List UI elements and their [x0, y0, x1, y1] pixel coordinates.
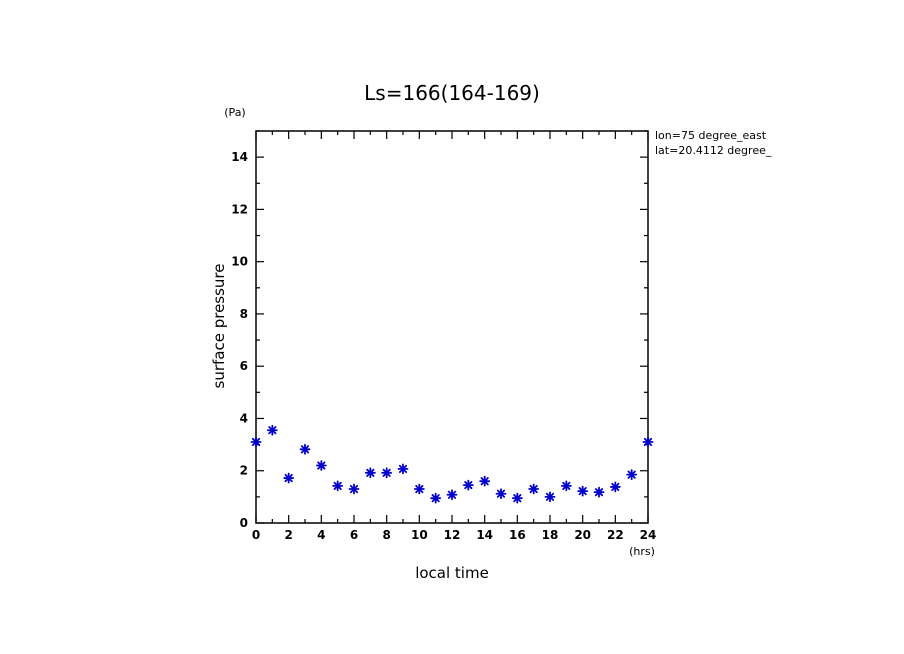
- data-point: [283, 472, 295, 484]
- data-point: [413, 483, 425, 495]
- y-tick-label: 2: [240, 464, 248, 478]
- data-point: [381, 467, 393, 479]
- y-axis-label: surface pressure: [210, 264, 228, 389]
- x-tick-label: 6: [350, 528, 358, 542]
- x-tick-label: 18: [542, 528, 559, 542]
- data-point: [577, 485, 589, 497]
- data-point: [560, 480, 572, 492]
- y-tick-label: 14: [231, 150, 248, 164]
- data-point: [609, 481, 621, 493]
- x-axis-label: local time: [415, 564, 489, 582]
- x-tick-label: 12: [444, 528, 461, 542]
- annotation-lat: lat=20.4112 degree_: [655, 144, 772, 157]
- annotation-lon: lon=75 degree_east: [655, 129, 767, 142]
- data-point: [544, 491, 556, 503]
- x-tick-label: 22: [607, 528, 624, 542]
- data-point: [364, 467, 376, 479]
- y-tick-label: 8: [240, 307, 248, 321]
- data-point: [266, 424, 278, 436]
- x-tick-label: 0: [252, 528, 260, 542]
- x-tick-label: 8: [382, 528, 390, 542]
- y-tick-label: 4: [240, 411, 248, 425]
- data-point: [528, 483, 540, 495]
- data-point: [397, 463, 409, 475]
- x-tick-label: 20: [574, 528, 591, 542]
- data-point: [593, 486, 605, 498]
- data-point: [299, 443, 311, 455]
- y-tick-label: 10: [231, 255, 248, 269]
- data-point: [479, 475, 491, 487]
- data-point: [495, 488, 507, 500]
- x-tick-label: 4: [317, 528, 325, 542]
- x-tick-label: 16: [509, 528, 526, 542]
- axis-ticks: [255, 130, 649, 524]
- data-point: [511, 492, 523, 504]
- x-tick-label: 14: [476, 528, 493, 542]
- y-unit-label: (Pa): [224, 106, 245, 119]
- data-point: [446, 489, 458, 501]
- data-points: [250, 424, 654, 504]
- data-point: [348, 483, 360, 495]
- data-point: [332, 480, 344, 492]
- plot-frame: [255, 130, 649, 524]
- x-unit-label: (hrs): [629, 545, 655, 558]
- y-tick-label: 12: [231, 202, 248, 216]
- data-point: [430, 492, 442, 504]
- x-tick-label: 24: [640, 528, 657, 542]
- y-tick-label: 0: [240, 516, 248, 530]
- chart-title: Ls=166(164-169): [364, 81, 540, 105]
- data-point: [626, 469, 638, 481]
- y-tick-label: 6: [240, 359, 248, 373]
- data-point: [250, 436, 262, 448]
- x-tick-label: 2: [284, 528, 292, 542]
- data-point: [642, 436, 654, 448]
- x-tick-label: 10: [411, 528, 428, 542]
- data-point: [315, 460, 327, 471]
- data-point: [462, 479, 474, 491]
